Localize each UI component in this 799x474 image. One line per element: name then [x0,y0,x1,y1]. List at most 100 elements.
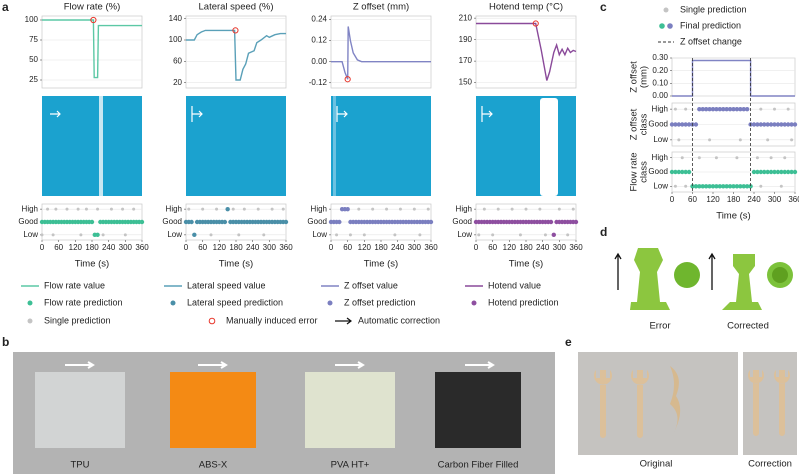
final-prediction [686,122,692,127]
single-prediction [412,207,416,211]
final-prediction [744,184,750,189]
legend-icon [170,300,176,306]
x-tick-label: 180 [85,243,99,252]
final-prediction [697,184,702,189]
induced-error [90,16,97,24]
single-prediction [40,233,44,237]
single-prediction [123,233,127,237]
single-prediction [398,207,402,211]
final-prediction [693,184,699,189]
single-prediction [677,138,681,142]
final-prediction [573,219,579,225]
plot-frame [185,15,287,89]
y-tick-label: High [22,204,38,213]
y-tick-label: 0.20 [652,66,668,75]
plot-frame [330,15,432,89]
final-prediction [724,184,729,189]
print-photos-a [42,96,576,196]
single-prediction [65,207,69,211]
single-prediction [524,207,528,211]
panel-label: c [600,0,607,14]
final-prediction [768,122,774,127]
rook-top [674,262,700,288]
single-prediction [738,138,742,142]
final-prediction [686,169,692,175]
single-prediction [281,207,285,211]
legend-icon [208,317,216,325]
legend-icon [27,300,33,306]
single-prediction [348,233,352,237]
x-tick-label: 300 [408,243,422,252]
photo [331,96,431,196]
y-tick-label: 170 [459,56,473,65]
single-prediction [209,233,213,237]
y-tick-label: High [166,204,182,213]
x-tick-label: 240 [536,243,550,252]
single-prediction [673,107,677,111]
y-tick-label: 0.30 [652,53,668,62]
x-tick-label: 60 [488,243,497,252]
final-prediction [707,184,712,189]
final-prediction [703,184,709,189]
x-tick-label: 120 [358,243,372,252]
photo-caption: Original [640,459,673,470]
final-prediction [758,169,764,175]
legend-icon [27,318,33,324]
final-prediction [700,184,705,189]
single-prediction [79,233,83,237]
final-prediction [676,169,682,175]
final-prediction [721,106,726,112]
chart-title: Z offset (mm) [353,2,409,13]
single-prediction [779,184,783,188]
y-tick-label: 75 [29,35,38,44]
photo-blob [540,98,558,196]
final-prediction [775,169,781,175]
legend-label: Lateral speed value [187,280,266,290]
final-prediction [707,106,712,112]
final-prediction [744,106,750,112]
single-prediction [187,207,191,211]
single-prediction [371,207,375,211]
y-tick-label: 0.00 [652,91,668,100]
x-tick-label: 240 [246,243,260,252]
legend-label: Single prediction [680,4,747,14]
legend-label: Automatic correction [358,315,440,325]
photo-bg [743,352,797,455]
final-prediction [95,232,100,238]
wrench [631,370,650,438]
y-tick-label: 50 [29,55,38,64]
final-prediction [772,122,777,127]
x-tick-label: 0 [474,243,479,252]
single-prediction [46,207,50,211]
x-tick-label: 0 [184,243,189,252]
x-axis-label: Time (s) [75,259,109,270]
x-tick-label: 300 [768,195,782,204]
x-tick-label: 0 [40,243,45,252]
y-tick-label: Good [452,217,472,226]
single-prediction [783,156,787,160]
y-tick-label: High [652,153,668,162]
materials-photo [13,352,555,474]
panel-label: b [2,335,9,349]
final-prediction [789,122,794,127]
y-axis-label: Flow rate [629,152,640,191]
final-prediction [755,169,760,175]
photo-streak [333,96,336,196]
final-prediction [775,122,781,127]
final-prediction [710,106,716,112]
single-prediction [755,156,759,160]
y-tick-label: 0.24 [311,15,327,24]
single-prediction [477,233,481,237]
single-prediction [566,233,570,237]
final-prediction [727,106,733,112]
single-prediction [109,207,113,211]
legend-label: Flow rate prediction [44,297,123,307]
sample-tpu [35,372,125,448]
y-tick-label: Good [307,217,327,226]
final-prediction [683,122,688,127]
final-prediction [731,106,736,112]
single-prediction [262,233,266,237]
final-prediction [225,206,230,212]
final-prediction [690,184,695,189]
